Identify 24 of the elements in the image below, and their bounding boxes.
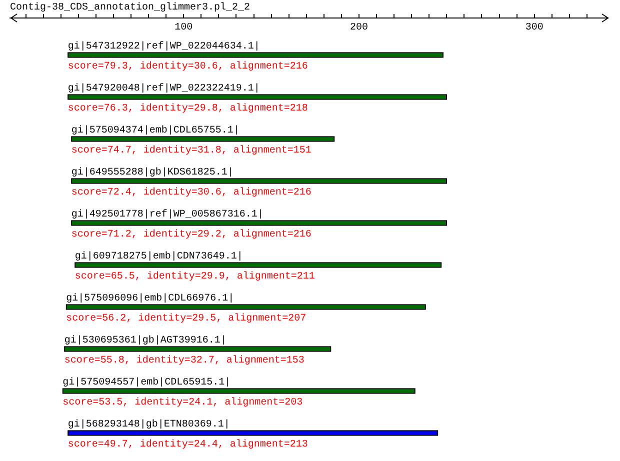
y-tick-label: gi|575094557|emb|CDL65915.1| — [62, 376, 231, 389]
annotation: score=53.5, identity=24.1, alignment=203 — [62, 396, 303, 409]
annotation: score=79.3, identity=30.6, alignment=216 — [68, 60, 308, 73]
chart-title: Contig-38_CDS_annotation_glimmer3.pl_2_2 — [10, 2, 250, 14]
annotation: score=71.2, identity=29.2, alignment=216 — [71, 228, 312, 241]
annotation: score=56.2, identity=29.5, alignment=207 — [66, 312, 306, 325]
y-tick-label: gi|575094374|emb|CDL65755.1| — [71, 124, 240, 137]
annotation: score=74.7, identity=31.8, alignment=151 — [71, 144, 312, 157]
y-tick-label: gi|492501778|ref|WP_005867316.1| — [71, 208, 264, 221]
y-tick-label: gi|547920048|ref|WP_022322419.1| — [68, 82, 260, 95]
annotation: score=65.5, identity=29.9, alignment=211 — [74, 270, 315, 283]
x-tick-label: 200 — [350, 22, 368, 34]
y-tick-label: gi|575096096|emb|CDL66976.1| — [66, 292, 234, 305]
x-tick-label: 100 — [174, 22, 193, 34]
annotation: score=55.8, identity=32.7, alignment=153 — [64, 354, 304, 367]
y-tick-label: gi|568293148|gb|ETN80369.1| — [68, 418, 230, 431]
annotation: score=76.3, identity=29.8, alignment=218 — [68, 102, 308, 115]
y-tick-label: gi|530695361|gb|AGT39916.1| — [64, 334, 226, 347]
y-tick-label: gi|609718275|emb|CDN73649.1| — [74, 250, 243, 263]
y-tick-label: gi|649555288|gb|KDS61825.1| — [71, 166, 234, 179]
annotation: score=72.4, identity=30.6, alignment=216 — [71, 186, 312, 199]
y-tick-label: gi|547312922|ref|WP_022044634.1| — [68, 40, 260, 53]
x-tick-label: 300 — [525, 22, 544, 34]
annotation: score=49.7, identity=24.4, alignment=213 — [68, 438, 308, 451]
